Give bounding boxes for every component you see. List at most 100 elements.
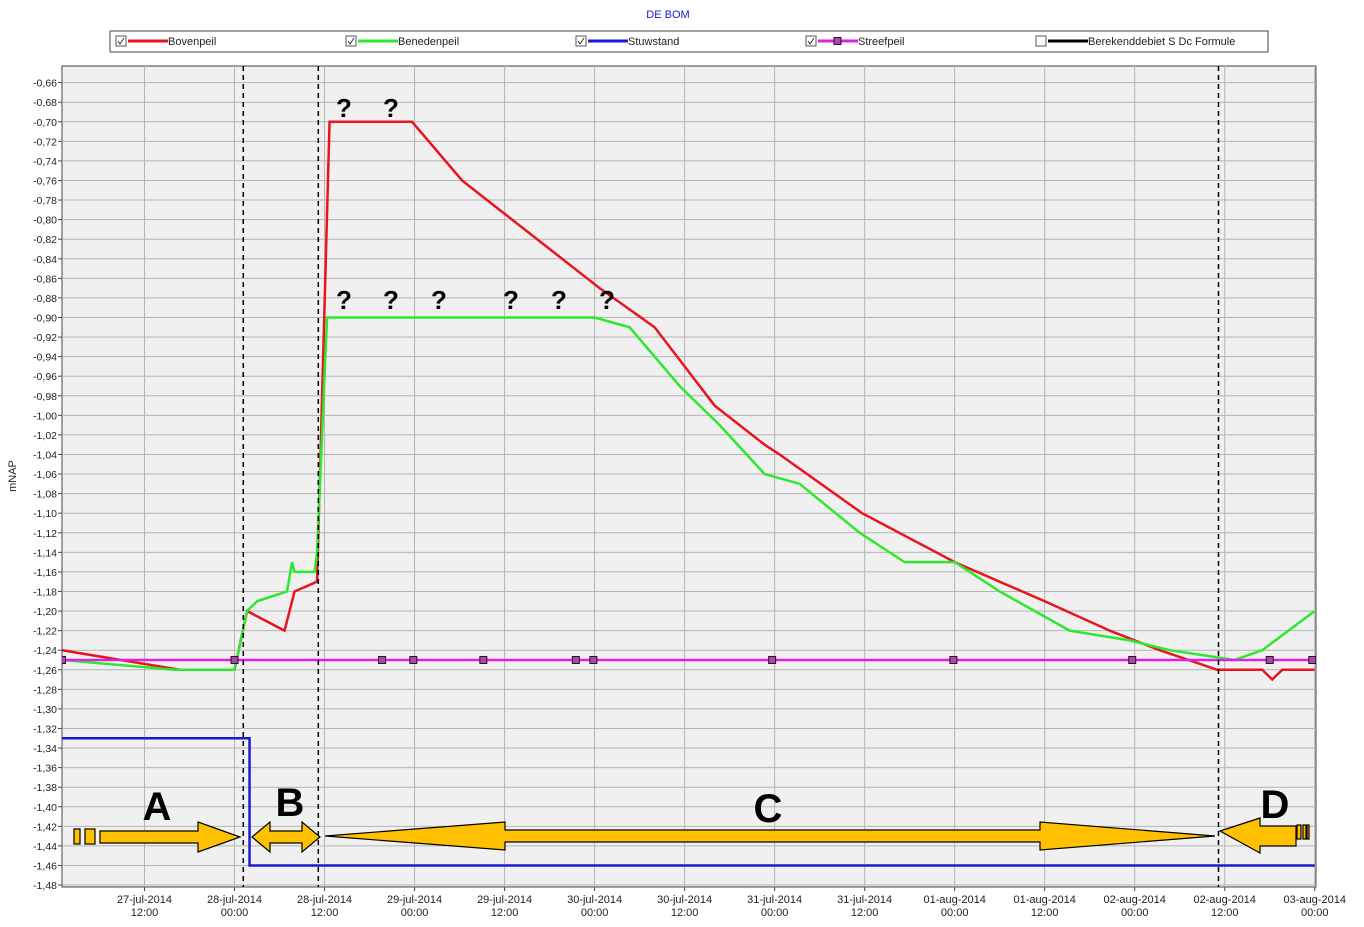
- marker: [1308, 655, 1316, 664]
- marker: [1265, 655, 1274, 664]
- marker: [62, 655, 66, 664]
- marker: [409, 655, 418, 664]
- y-tick-label: -1,02: [33, 430, 57, 442]
- y-tick-label: -0,74: [33, 156, 57, 168]
- chart-title: DE BOM: [646, 9, 689, 21]
- y-tick-label: -1,48: [33, 880, 57, 892]
- series-line: [62, 120, 1315, 682]
- y-tick-label: -0,96: [33, 371, 57, 383]
- marker: [479, 655, 488, 664]
- legend-checkbox: [575, 35, 587, 47]
- x-tick-label: 30-jul-2014 12:00: [657, 894, 712, 919]
- y-tick-label: -1,42: [33, 821, 57, 833]
- y-tick-label: -0,86: [33, 273, 57, 285]
- y-tick-label: -1,26: [33, 665, 57, 677]
- plot-area: [61, 65, 1317, 888]
- legend-checkbox: [115, 35, 127, 47]
- question-mark: ?: [336, 93, 352, 123]
- phase-label: B: [276, 781, 305, 825]
- y-tick-label: -1,12: [33, 528, 57, 540]
- x-tick-label: 29-jul-2014 00:00: [387, 894, 442, 919]
- marker: [1128, 655, 1137, 664]
- marker: [589, 655, 598, 664]
- legend-check: [347, 37, 355, 45]
- y-tick-label: -0,76: [33, 175, 57, 187]
- legend-marker: [833, 37, 842, 45]
- x-tick-label: 31-jul-2014 12:00: [837, 894, 892, 919]
- y-tick-label: -0,68: [33, 97, 57, 109]
- y-tick-label: -1,22: [33, 626, 57, 638]
- marker: [768, 655, 777, 664]
- y-tick-label: -0,98: [33, 391, 57, 403]
- arrows: [73, 817, 1310, 855]
- y-tick-label: -1,40: [33, 802, 57, 814]
- y-tick-label: -1,16: [33, 567, 57, 579]
- legend-label: Berekenddebiet S Dc Formule: [1088, 36, 1235, 48]
- x-tick-label: 29-jul-2014 12:00: [477, 894, 532, 919]
- x-tick-label: 02-aug-2014 00:00: [1104, 894, 1166, 919]
- marker: [230, 655, 239, 664]
- marker: [949, 655, 958, 664]
- legend-checkbox: [1035, 35, 1047, 47]
- y-tick-label: -0,70: [33, 117, 57, 129]
- x-tick-label: 01-aug-2014 00:00: [923, 894, 985, 919]
- marker: [378, 655, 387, 664]
- y-axis-label: mNAP: [7, 460, 19, 492]
- legend-label: Streefpeil: [858, 36, 904, 48]
- y-tick-label: -0,80: [33, 215, 57, 227]
- y-tick-label: -0,66: [33, 78, 57, 90]
- question-mark: ?: [336, 285, 352, 315]
- legend-check: [117, 37, 125, 45]
- y-tick-label: -1,10: [33, 508, 57, 520]
- y-tick-label: -1,46: [33, 860, 57, 872]
- x-tick-label: 31-jul-2014 00:00: [747, 894, 802, 919]
- x-tick-label: 28-jul-2014 00:00: [207, 894, 262, 919]
- legend-check: [807, 37, 815, 45]
- x-tick-label: 03-aug-2014 00:00: [1284, 894, 1346, 919]
- x-tick-label: 28-jul-2014 12:00: [297, 894, 352, 919]
- question-mark: ?: [551, 285, 567, 315]
- y-tick-label: -1,20: [33, 606, 57, 618]
- y-tick-label: -0,82: [33, 234, 57, 246]
- legend-check: [577, 37, 585, 45]
- y-tick-label: -0,88: [33, 293, 57, 305]
- question-mark: ?: [599, 285, 615, 315]
- legend-label: Benedenpeil: [398, 36, 459, 48]
- question-mark: ?: [503, 285, 519, 315]
- y-tick-label: -1,24: [33, 645, 57, 657]
- y-tick-label: -1,00: [33, 410, 57, 422]
- legend-checkbox: [345, 35, 357, 47]
- series-line: [62, 316, 1316, 672]
- legend: [109, 30, 1269, 53]
- y-tick-label: -1,08: [33, 489, 57, 501]
- legend-label: Stuwstand: [628, 36, 679, 48]
- y-tick-label: -0,94: [33, 352, 57, 364]
- y-tick-label: -0,90: [33, 312, 57, 324]
- phase-label: C: [754, 787, 783, 831]
- x-tick-label: 27-jul-2014 12:00: [117, 894, 172, 919]
- series-line: [62, 737, 1315, 867]
- question-mark: ?: [383, 285, 399, 315]
- x-tick-label: 02-aug-2014 12:00: [1194, 894, 1256, 919]
- legend-checkbox: [805, 35, 817, 47]
- y-tick-label: -0,78: [33, 195, 57, 207]
- y-tick-label: -0,92: [33, 332, 57, 344]
- y-tick-label: -1,28: [33, 684, 57, 696]
- y-tick-label: -1,38: [33, 782, 57, 794]
- y-tick-label: -1,44: [33, 841, 57, 853]
- y-tick-label: -1,36: [33, 763, 57, 775]
- y-tick-label: -0,72: [33, 136, 57, 148]
- x-tick-label: 01-aug-2014 12:00: [1014, 894, 1076, 919]
- y-tick-label: -1,06: [33, 469, 57, 481]
- marker: [571, 655, 580, 664]
- question-mark: ?: [383, 93, 399, 123]
- y-tick-label: -0,84: [33, 254, 57, 266]
- y-tick-label: -1,04: [33, 449, 57, 461]
- question-mark: ?: [431, 285, 447, 315]
- y-tick-label: -1,18: [33, 586, 57, 598]
- y-tick-label: -1,14: [33, 547, 57, 559]
- y-tick-label: -1,34: [33, 743, 57, 755]
- phase-label: D: [1261, 783, 1290, 827]
